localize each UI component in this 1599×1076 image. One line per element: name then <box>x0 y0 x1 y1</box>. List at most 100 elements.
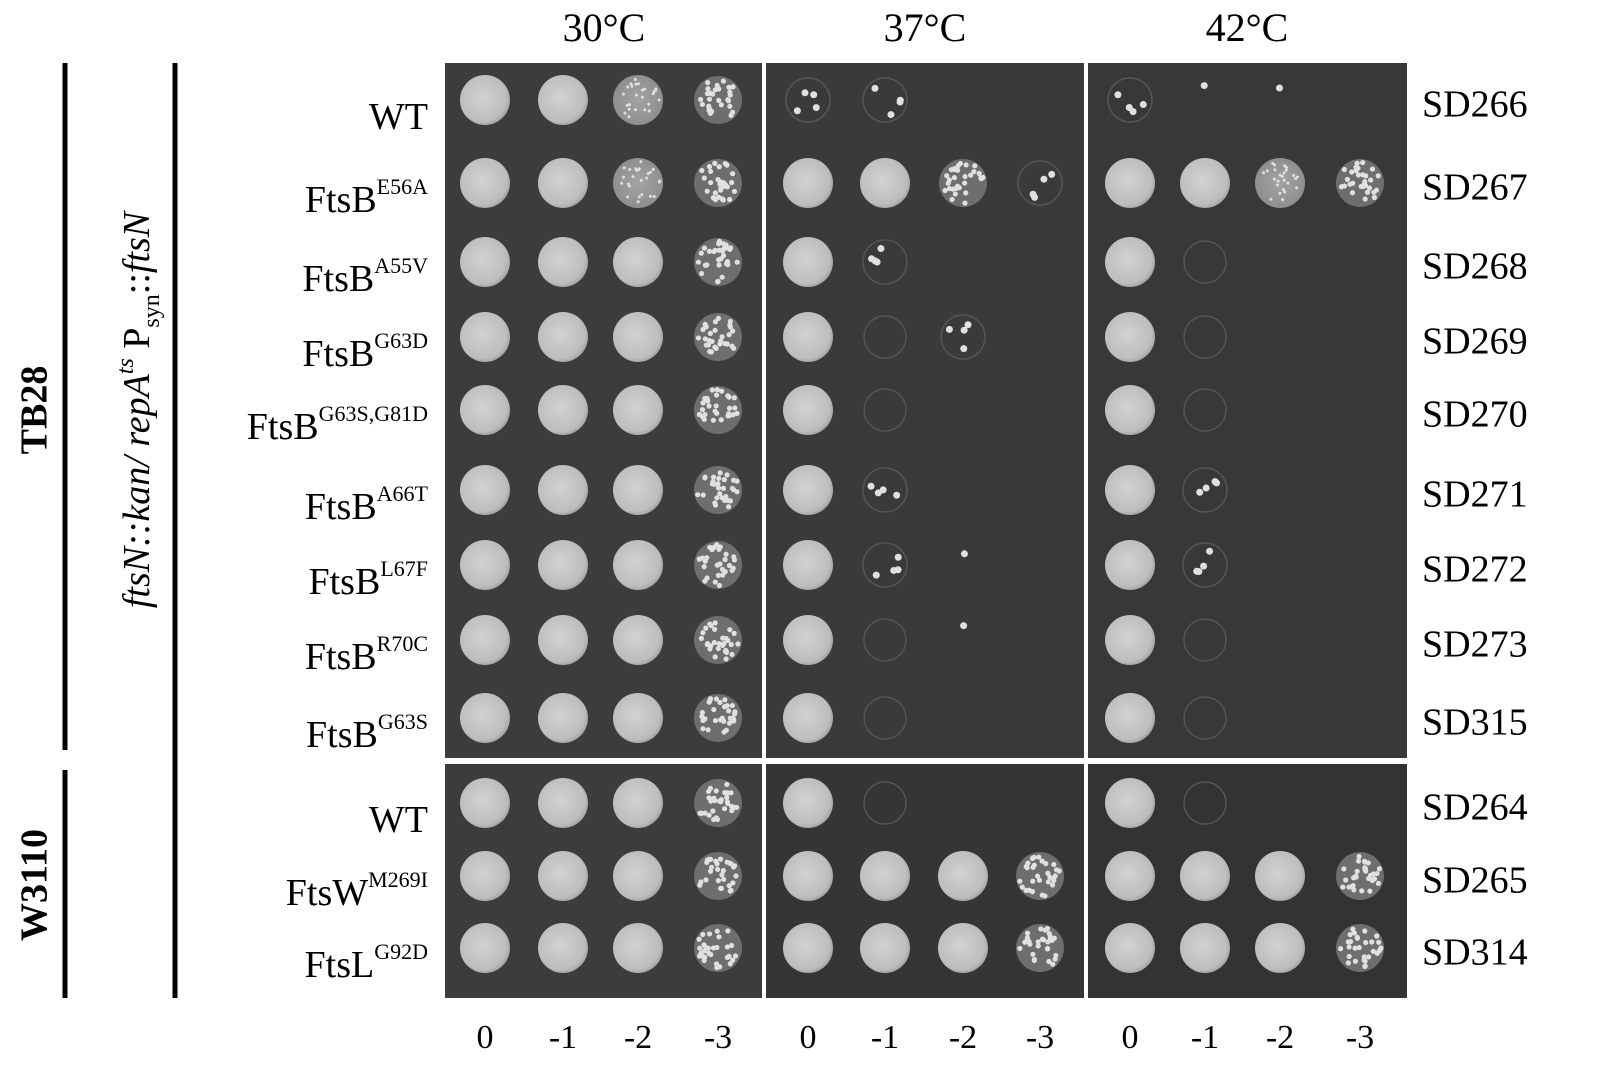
colony <box>1349 169 1355 175</box>
spot <box>1183 240 1227 284</box>
colony <box>1344 176 1351 182</box>
colony <box>1052 873 1058 879</box>
colony <box>710 808 716 814</box>
spot <box>1183 696 1227 740</box>
strain-name: FtsL <box>305 944 375 986</box>
spot <box>613 851 663 901</box>
colony <box>723 551 729 557</box>
colony <box>712 327 718 333</box>
colony <box>874 489 882 497</box>
genotype-part: ftsN <box>116 209 158 273</box>
colony <box>871 84 879 92</box>
dilution-label: -3 <box>1346 1019 1374 1056</box>
colony <box>719 388 725 394</box>
colony <box>696 411 702 418</box>
colony <box>720 867 726 874</box>
colony <box>1269 197 1273 201</box>
colony <box>727 627 733 633</box>
spot <box>940 314 986 360</box>
colony <box>953 185 959 192</box>
colony <box>701 245 708 251</box>
colony <box>700 400 706 406</box>
colony <box>893 491 901 499</box>
colony <box>708 179 714 186</box>
colony <box>1353 873 1359 879</box>
colony <box>713 815 719 821</box>
spot <box>1180 851 1230 901</box>
colony <box>622 166 626 170</box>
colony <box>709 387 715 393</box>
colony <box>640 95 644 99</box>
colony <box>712 197 719 203</box>
genotype-label: ftsN::kan/ repAts Psyn::ftsN <box>113 209 165 608</box>
colony <box>731 630 737 636</box>
colony <box>620 181 624 185</box>
colony <box>716 475 722 481</box>
colony <box>1046 958 1052 965</box>
colony <box>1129 108 1137 116</box>
colony <box>634 82 638 86</box>
colony <box>1282 178 1286 182</box>
colony <box>1025 860 1031 866</box>
spot <box>783 158 833 208</box>
colony <box>1202 484 1210 492</box>
spot <box>538 237 588 287</box>
colony <box>1051 861 1057 868</box>
colony <box>706 812 712 818</box>
colony <box>707 621 713 627</box>
colony <box>1275 183 1279 187</box>
colony <box>726 953 732 959</box>
colony <box>944 173 950 179</box>
colony <box>719 872 725 878</box>
colony <box>1036 877 1043 883</box>
colony <box>1284 168 1288 172</box>
strain-label: WT <box>369 96 428 138</box>
colony <box>699 407 706 413</box>
colony <box>719 196 725 202</box>
colony <box>718 417 724 423</box>
colony <box>697 96 704 103</box>
spot <box>783 465 833 515</box>
colony <box>887 111 895 119</box>
colony <box>1031 862 1037 868</box>
colony <box>652 194 656 198</box>
colony <box>721 246 727 252</box>
strain-name: FtsW <box>286 872 368 914</box>
strain-label: FtsWM269I <box>286 867 428 914</box>
spot <box>863 388 907 432</box>
colony <box>702 321 708 327</box>
colony <box>1262 171 1266 175</box>
colony <box>727 888 733 894</box>
colony <box>654 87 658 91</box>
spot <box>863 618 907 662</box>
colony <box>962 173 968 180</box>
colony <box>714 82 720 88</box>
colony <box>1368 177 1374 183</box>
colony <box>1343 877 1349 883</box>
strain-name: WT <box>369 799 428 841</box>
spot <box>460 312 510 362</box>
colony <box>724 944 730 950</box>
colony <box>1045 945 1051 952</box>
colony <box>712 798 718 804</box>
colony <box>1369 166 1376 172</box>
colony <box>1346 953 1352 960</box>
spot <box>460 158 510 208</box>
colony <box>1047 937 1053 943</box>
colony <box>715 878 721 884</box>
dilution-label: 0 <box>477 1019 494 1056</box>
colony <box>1354 868 1360 874</box>
spot <box>785 77 831 123</box>
strain-mutation: A66T <box>377 481 429 506</box>
colony <box>1272 177 1276 181</box>
colony <box>962 200 968 206</box>
spot <box>1105 693 1155 743</box>
colony <box>976 170 982 177</box>
colony <box>718 885 724 891</box>
colony <box>728 790 734 796</box>
spot <box>460 75 510 125</box>
spot <box>538 778 588 828</box>
spot <box>460 237 510 287</box>
strain-mutation: G63S,G81D <box>319 401 428 426</box>
